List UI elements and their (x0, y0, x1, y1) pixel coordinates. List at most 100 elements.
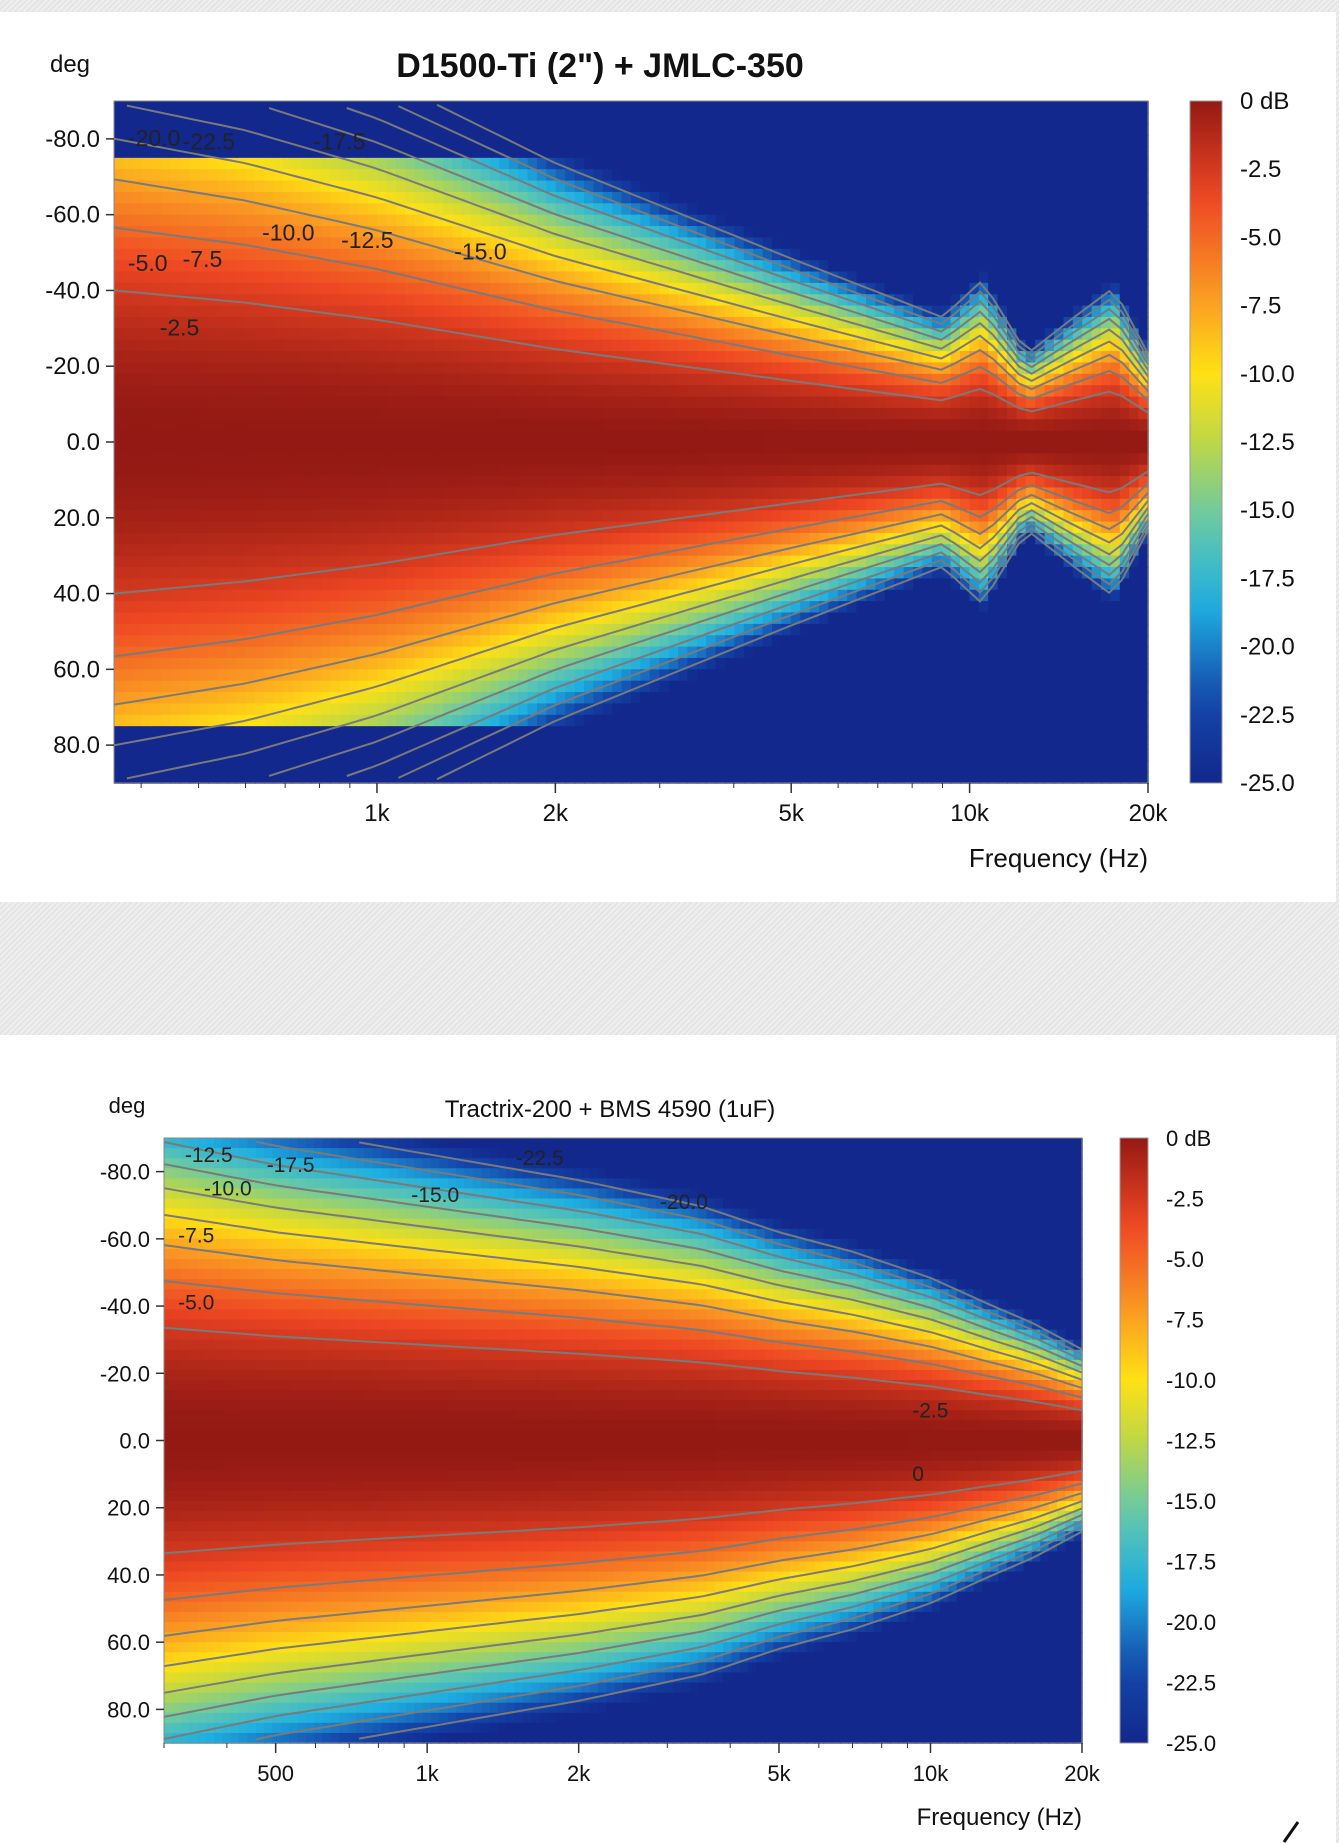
heatmap-cell (546, 373, 557, 386)
heatmap-cell (537, 237, 548, 250)
heatmap-cell (443, 703, 454, 716)
heatmap-cell (217, 282, 228, 296)
heatmap-cell (612, 282, 623, 296)
heatmap-cell (847, 657, 858, 671)
heatmap-cell (790, 419, 801, 432)
heatmap-cell (847, 476, 858, 489)
heatmap-cell (715, 737, 726, 750)
heatmap-cell (772, 555, 783, 568)
heatmap-cell (339, 521, 350, 534)
heatmap-cell (649, 351, 660, 364)
heatmap-cell (151, 623, 162, 637)
heatmap-cell (311, 453, 322, 466)
heatmap-cell (217, 510, 228, 523)
heatmap-cell (226, 101, 237, 114)
heatmap-cell (433, 123, 444, 136)
heatmap-cell (358, 748, 369, 762)
heatmap-cell (762, 316, 773, 330)
heatmap-cell (386, 510, 397, 523)
heatmap-cell (367, 123, 378, 136)
heatmap-cell (452, 646, 463, 659)
heatmap-cell (358, 385, 369, 398)
heatmap-cell (659, 135, 670, 148)
heatmap-cell (790, 748, 801, 762)
heatmap-cell (461, 203, 472, 216)
heatmap-cell (828, 487, 839, 500)
heatmap-cell (264, 544, 275, 557)
heatmap-cell (245, 328, 256, 341)
heatmap-cell (217, 180, 228, 193)
heatmap-cell (433, 226, 444, 239)
heatmap-cell (659, 328, 670, 341)
heatmap-cell (198, 714, 209, 727)
heatmap-cell (264, 601, 275, 614)
heatmap-cell (320, 521, 331, 534)
heatmap-cell (631, 214, 642, 227)
heatmap-cell (837, 726, 848, 739)
heatmap-cell (161, 771, 172, 784)
heatmap-cell (565, 101, 576, 114)
heatmap-cell (480, 487, 491, 500)
heatmap-cell (114, 396, 125, 409)
heatmap-cell (283, 157, 294, 170)
heatmap-cell (696, 203, 707, 216)
heatmap-cell (574, 305, 585, 318)
heatmap-cell (518, 419, 529, 432)
heatmap-cell (443, 521, 454, 534)
heatmap-cell (396, 532, 407, 546)
heatmap-cell (302, 737, 313, 750)
heatmap-cell (236, 294, 247, 307)
heatmap-cell (772, 157, 783, 170)
heatmap-cell (706, 214, 717, 227)
heatmap-cell (161, 157, 172, 170)
heatmap-cell (490, 430, 501, 443)
heatmap-cell (649, 203, 660, 216)
heatmap-cell (819, 669, 830, 682)
heatmap-cell (208, 316, 219, 330)
heatmap-cell (273, 180, 284, 193)
heatmap-cell (358, 464, 369, 477)
heatmap-cell (828, 419, 839, 432)
heatmap-cell (142, 487, 153, 500)
heatmap-cell (706, 578, 717, 591)
heatmap-cell (631, 260, 642, 273)
heatmap-cell (753, 532, 764, 546)
heatmap-cell (856, 191, 867, 205)
heatmap-cell (405, 248, 416, 261)
heatmap-cell (443, 612, 454, 625)
heatmap-cell (668, 771, 679, 784)
heatmap-cell (358, 555, 369, 568)
heatmap-cell (602, 589, 613, 602)
heatmap-cell (706, 657, 717, 671)
heatmap-cell (884, 567, 895, 580)
heatmap-cell (490, 737, 501, 750)
heatmap-cell (377, 748, 388, 762)
heatmap-cell (508, 487, 519, 500)
heatmap-cell (499, 351, 510, 364)
heatmap-cell (781, 771, 792, 784)
heatmap-cell (574, 692, 585, 705)
heatmap-cell (320, 328, 331, 341)
heatmap-cell (151, 396, 162, 409)
heatmap-cell (743, 464, 754, 477)
heatmap-cell (490, 146, 501, 159)
heatmap-cell (208, 680, 219, 693)
heatmap-cell (208, 567, 219, 580)
heatmap-cell (546, 453, 557, 466)
heatmap-cell (198, 237, 209, 250)
heatmap-cell (170, 498, 181, 511)
heatmap-cell (819, 373, 830, 386)
heatmap-cell (668, 112, 679, 125)
heatmap-cell (349, 521, 360, 534)
heatmap-cell (715, 532, 726, 546)
heatmap-cell (367, 703, 378, 716)
heatmap-cell (743, 328, 754, 341)
heatmap-cell (330, 714, 341, 727)
heatmap-cell (715, 430, 726, 443)
heatmap-cell (884, 305, 895, 318)
heatmap-cell (555, 294, 566, 307)
heatmap-cell (678, 294, 689, 307)
heatmap-cell (161, 567, 172, 580)
heatmap-cell (866, 237, 877, 250)
heatmap-cell (311, 282, 322, 296)
